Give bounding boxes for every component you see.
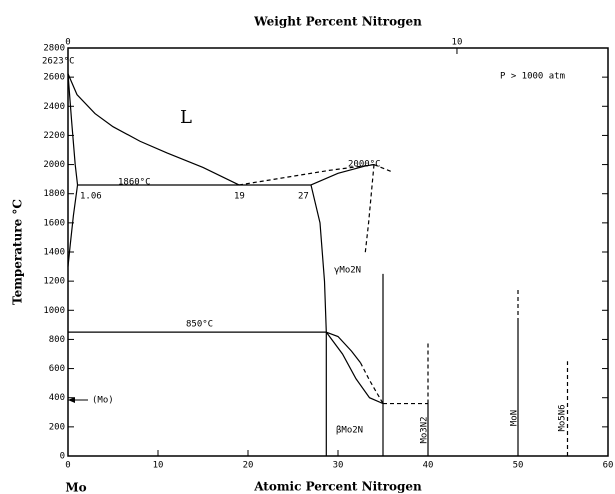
phase-boundary xyxy=(67,73,240,186)
phase-boundary xyxy=(325,331,384,405)
phase-boundary xyxy=(67,184,79,267)
y-tick-label: 1400 xyxy=(43,248,65,258)
annotation: L xyxy=(180,107,192,128)
top-axis-title: Weight Percent Nitrogen xyxy=(253,15,422,29)
annotation: Mo5N6 xyxy=(558,404,568,431)
annotation: P > 1000 atm xyxy=(500,72,565,82)
x-tick-label: 60 xyxy=(603,461,614,471)
annotation: 1860°C xyxy=(118,178,151,188)
x-tick-label: 10 xyxy=(153,461,164,471)
x-tick-label: 0 xyxy=(65,461,70,471)
y-tick-label: 800 xyxy=(49,335,65,345)
annotation: γMo2N xyxy=(334,266,361,276)
y-tick-label: 2000 xyxy=(43,160,65,170)
annotation: 850°C xyxy=(186,320,213,330)
annotation: MoN xyxy=(510,410,520,426)
y-tick-label: 2400 xyxy=(43,102,65,112)
phase-boundary xyxy=(359,362,384,404)
y-tick-label: 2200 xyxy=(43,131,65,141)
annotation: 19 xyxy=(234,192,245,202)
x-axis-title: Atomic Percent Nitrogen xyxy=(253,480,422,494)
annotation: 27 xyxy=(298,192,309,202)
phase-boundary xyxy=(364,164,375,255)
y-tick-label: 200 xyxy=(49,422,65,432)
annotation: 2000°C xyxy=(348,160,381,170)
annotation: 2623°C xyxy=(42,57,75,67)
y-tick-label: 1000 xyxy=(43,306,65,316)
y-tick-label: 1800 xyxy=(43,189,65,199)
phase-boundary xyxy=(67,73,79,186)
x2-tick-label: 0 xyxy=(65,38,70,48)
annotation: βMo2N xyxy=(336,426,363,436)
phase-boundary xyxy=(326,331,361,364)
phase-boundary xyxy=(373,164,393,173)
x-tick-label: 40 xyxy=(423,461,434,471)
arrow-head xyxy=(68,397,75,403)
y-tick-label: 400 xyxy=(49,393,65,403)
phase-boundary xyxy=(238,163,375,186)
annotation: Mo3N2 xyxy=(420,416,430,443)
x-tick-label: 30 xyxy=(333,461,344,471)
y-tick-label: 0 xyxy=(60,452,65,462)
annotation: 1.06 xyxy=(80,192,102,202)
phase-boundary xyxy=(310,184,327,456)
y-tick-label: 1600 xyxy=(43,218,65,228)
y-tick-label: 2600 xyxy=(43,73,65,83)
y-tick-label: 1200 xyxy=(43,277,65,287)
y-tick-label: 2800 xyxy=(43,44,65,54)
phase-boundary xyxy=(310,163,375,186)
x2-tick-label: 10 xyxy=(452,38,463,48)
x-tick-label: 20 xyxy=(243,461,254,471)
plot-frame xyxy=(67,47,609,457)
annotation: (Mo) xyxy=(92,396,114,406)
x-tick-label: 50 xyxy=(513,461,524,471)
element-label: Mo xyxy=(65,481,86,494)
y-tick-label: 600 xyxy=(49,364,65,374)
y-axis-title: Temperature °C xyxy=(11,199,25,305)
